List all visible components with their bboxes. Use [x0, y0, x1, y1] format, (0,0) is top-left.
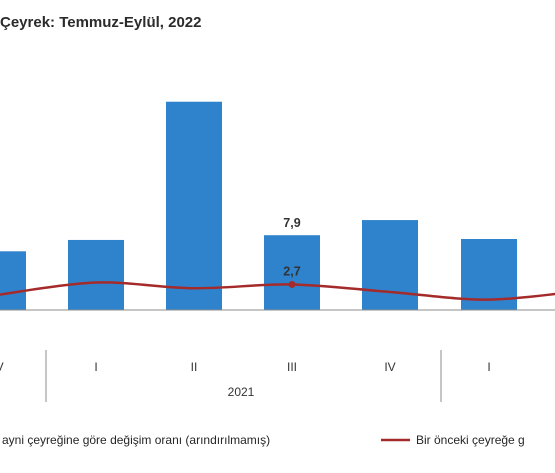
bar — [0, 251, 26, 310]
bar — [362, 220, 418, 310]
data-labels: 7,9 2,7 — [283, 216, 300, 278]
legend-bars-label: ayni çeyreğine göre değişim oranı (arınd… — [2, 433, 270, 447]
category-tick-label: I — [94, 360, 97, 374]
chart-title: Çeyrek: Temmuz-Eylül, 2022 — [0, 14, 202, 31]
data-label: 7,9 — [283, 216, 300, 230]
category-tick-label: I — [487, 360, 490, 374]
category-tick-label: IV — [384, 360, 395, 374]
category-tick-label: IV — [0, 360, 4, 374]
year-label: 2021 — [228, 385, 255, 399]
category-tick-label: II — [191, 360, 198, 374]
line-series — [0, 280, 555, 301]
legend: ayni çeyreğine göre değişim oranı (arınd… — [2, 433, 525, 447]
bar-series — [0, 101, 517, 310]
bar — [166, 101, 222, 310]
legend-line-label: Bir önceki çeyreğe g — [416, 433, 525, 447]
bar — [264, 235, 320, 310]
category-tick-label: III — [287, 360, 297, 374]
line-point — [288, 280, 296, 288]
category-axis: IVIIIIIIIVIII2021 — [0, 309, 555, 402]
data-label: 2,7 — [283, 264, 300, 278]
bar — [68, 239, 124, 310]
